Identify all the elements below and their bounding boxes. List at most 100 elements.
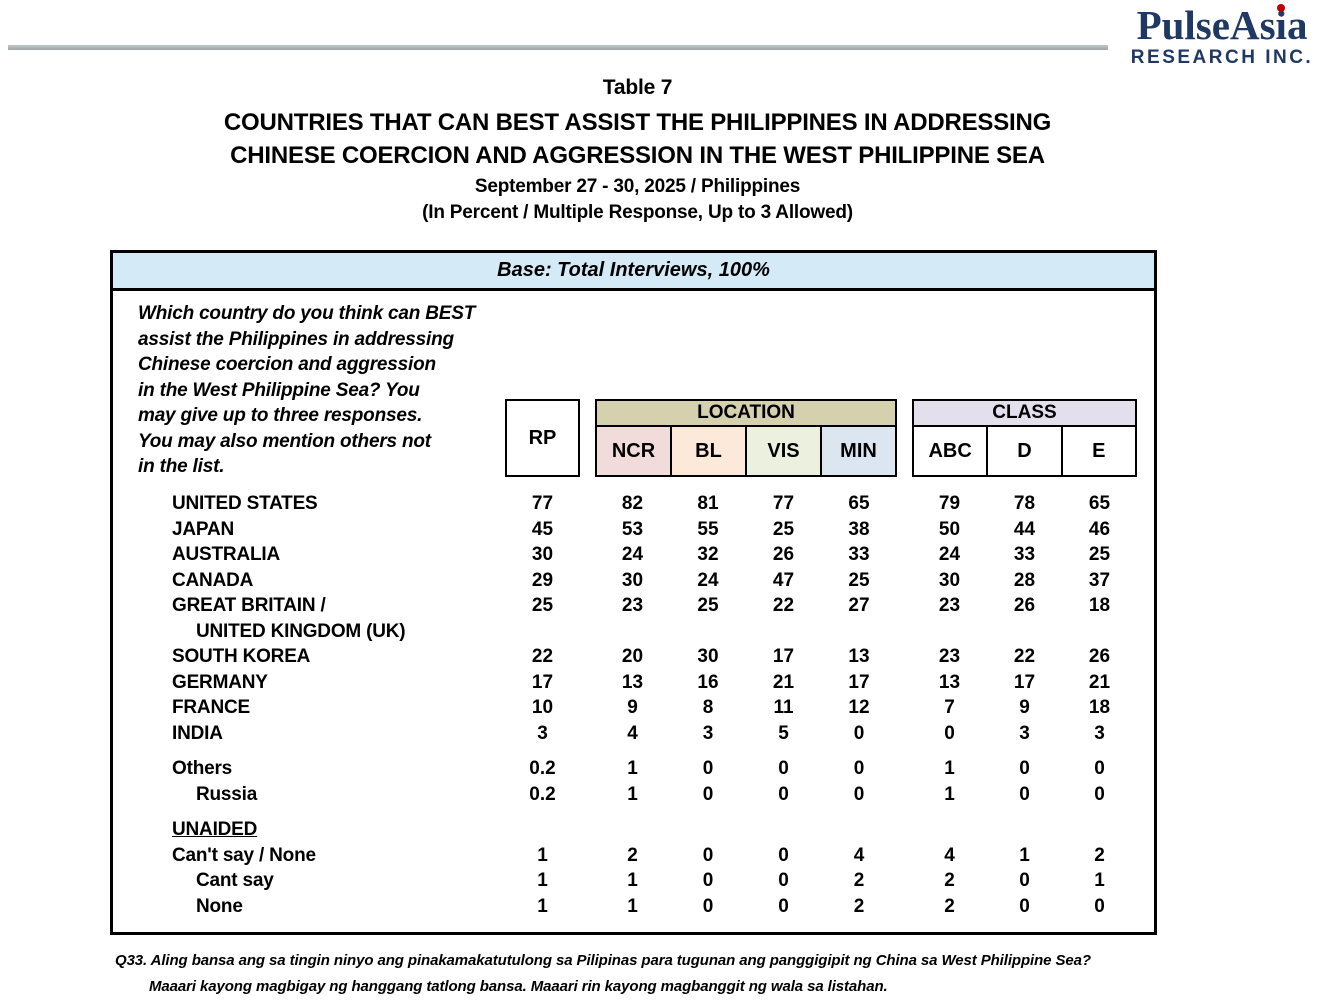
value-cell: 26 (1013, 595, 1036, 616)
value-cell: 1 (627, 895, 638, 917)
logo-text-prefix: PulseAs (1136, 2, 1276, 48)
row-label: Others (113, 756, 505, 782)
value-cell: 77 (531, 493, 554, 514)
value-cell: 2 (1094, 844, 1105, 866)
table-row: Russia 0.2 1 0 0 0 1 0 0 (113, 782, 1154, 808)
logo-red-dot-i: i (1275, 2, 1287, 48)
class-subheaders: ABC D E (914, 427, 1135, 475)
value-cell: 0 (702, 895, 714, 917)
row-label-text: JAPAN (172, 518, 234, 540)
value-cell: 8 (702, 697, 714, 718)
row-label: JAPAN (113, 517, 505, 543)
logo-subtitle: RESEARCH INC. (1130, 47, 1314, 68)
value-cell: 0 (778, 870, 789, 891)
value-cell: 47 (772, 569, 795, 591)
value-cell: 50 (938, 518, 961, 540)
value-cell: 23 (938, 595, 961, 616)
value-cell: 13 (621, 671, 644, 693)
main-title-line2: CHINESE COERCION AND AGGRESSION IN THE W… (230, 142, 1045, 169)
row-label-text: SOUTH KOREA (172, 646, 311, 667)
value-cell: 18 (1088, 595, 1111, 616)
value-cell: 81 (697, 493, 719, 514)
value-cell: 28 (1013, 569, 1036, 591)
value-cell: 0 (778, 758, 789, 779)
value-cell: 5 (778, 722, 789, 744)
row-label: GERMANY (113, 670, 505, 696)
value-cell: 3 (702, 722, 714, 744)
value-cell: 1 (537, 895, 548, 917)
row-label-text: None (196, 895, 243, 917)
question-line: in the list. (138, 456, 225, 477)
value-cell: 2 (944, 870, 955, 891)
value-cell: 33 (1013, 544, 1036, 565)
table-row: FRANCE 10 9 8 11 12 7 9 18 (113, 695, 1154, 721)
logo-wordmark: PulseAsia (1114, 3, 1330, 47)
question-text: Which country do you think can BEST assis… (138, 301, 528, 480)
value-cell: 23 (621, 595, 644, 616)
row-label-text: Cant say (196, 870, 274, 891)
table-row: Others 0.2 1 0 0 0 1 0 0 (113, 756, 1154, 782)
value-cell: 23 (938, 646, 961, 667)
row-label-text: GERMANY (172, 671, 268, 693)
row-label-text: Can't say / None (172, 844, 316, 866)
table-row: AUSTRALIA 30 24 32 26 33 24 33 25 (113, 542, 1154, 568)
value-cell: 25 (697, 595, 719, 616)
row-label-text: AUSTRALIA (172, 544, 280, 565)
location-group-header: LOCATION (597, 401, 895, 427)
row-label: Can't say / None (113, 843, 505, 869)
footnote-line1: Q33. Aling bansa ang sa tingin ninyo ang… (115, 952, 1091, 969)
value-cell: 0 (1019, 895, 1030, 917)
main-title-line1: COUNTRIES THAT CAN BEST ASSIST THE PHILI… (223, 109, 1052, 136)
value-cell: 25 (848, 569, 870, 591)
value-cell: 25 (772, 518, 795, 540)
table-row: CANADA 29 30 24 47 25 30 28 37 (113, 568, 1154, 594)
table-number: Table 7 (602, 76, 673, 99)
row-label-text: Others (172, 758, 233, 779)
column-header-vis: VIS (745, 427, 820, 475)
row-label-text: GREAT BRITAIN / (172, 595, 326, 616)
question-line: in the West Philippine Sea? You (138, 379, 420, 401)
value-cell: 21 (772, 671, 795, 693)
value-cell: 3 (537, 722, 548, 744)
value-cell: 30 (531, 544, 554, 565)
value-cell: 33 (848, 544, 870, 565)
value-cell: 26 (772, 544, 795, 565)
logo-text-suffix: a (1286, 2, 1308, 48)
value-cell: 13 (938, 671, 961, 693)
row-label: Cant say (113, 868, 505, 894)
value-cell: 27 (848, 595, 870, 616)
table-row: JAPAN 45 53 55 25 38 50 44 46 (113, 517, 1154, 543)
value-cell: 9 (627, 697, 638, 718)
footnote-line2: Maaari kayong magbigay ng hanggang tatlo… (149, 978, 888, 995)
table-row: GERMANY 17 13 16 21 17 13 17 21 (113, 670, 1154, 696)
value-cell: 0 (702, 758, 714, 779)
value-cell: 29 (531, 569, 554, 591)
value-cell: 3 (1094, 722, 1105, 744)
value-cell: 45 (531, 518, 554, 540)
row-label: FRANCE (113, 695, 505, 721)
value-cell: 24 (621, 544, 644, 565)
data-rows: UNITED STATES 77 82 81 77 65 79 78 65 JAPAN 45 53 55… (113, 491, 1154, 919)
value-cell: 26 (1088, 646, 1111, 667)
column-header-min: MIN (820, 427, 895, 475)
value-cell: 17 (772, 646, 795, 667)
value-cell: 1 (1094, 870, 1105, 891)
value-cell: 30 (938, 569, 961, 591)
value-cell: 3 (1019, 722, 1030, 744)
value-cell: 0 (944, 722, 955, 744)
value-cell: 1 (537, 870, 548, 891)
value-cell: 22 (531, 646, 554, 667)
header-divider-line (8, 45, 1108, 50)
value-cell: 25 (1088, 544, 1111, 565)
value-cell: 0.2 (529, 758, 556, 779)
value-cell: 22 (1013, 646, 1036, 667)
value-cell: 10 (531, 697, 554, 718)
table-row: None 1 1 0 0 2 2 0 0 (113, 894, 1154, 920)
value-cell: 1 (537, 844, 548, 866)
row-label-text: FRANCE (172, 697, 250, 718)
value-cell: 24 (697, 569, 719, 591)
value-cell: 0 (702, 844, 714, 866)
column-header-abc: ABC (914, 427, 987, 475)
value-cell: 2 (853, 895, 865, 917)
value-cell: 53 (621, 518, 644, 540)
